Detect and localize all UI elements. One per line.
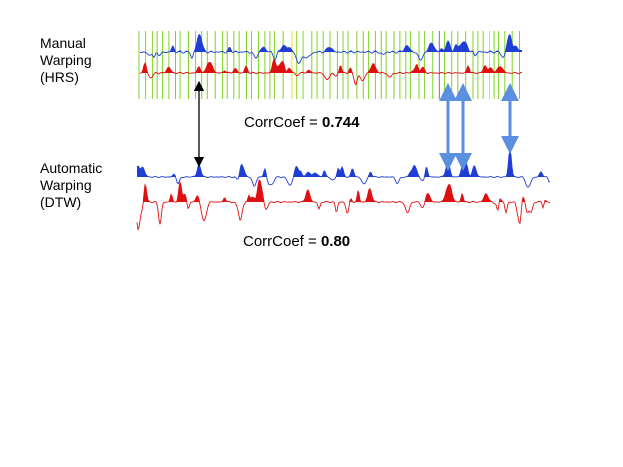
manual-warping-label: Manual Warping (HRS) — [40, 35, 92, 86]
automatic-red-trace-line — [136, 179, 550, 231]
manual-label-line-3: (HRS) — [40, 69, 79, 85]
automatic-label-line-2: Warping — [40, 177, 92, 193]
automatic-corrcoef: CorrCoef = 0.80 — [243, 233, 350, 250]
manual-label-line-2: Warping — [40, 52, 92, 68]
manual-red-signal — [139, 58, 523, 86]
automatic-corrcoef-value: 0.80 — [320, 233, 351, 250]
manual-corrcoef-prefix: CorrCoef = — [244, 114, 322, 131]
manual-red-trace-line — [139, 58, 523, 86]
automatic-corrcoef-prefix: CorrCoef = — [243, 233, 321, 250]
automatic-warping-label: Automatic Warping (DTW) — [40, 160, 102, 211]
manual-red-trace-fill — [140, 59, 522, 73]
manual-corrcoef-value: 0.744 — [321, 114, 360, 131]
manual-corrcoef: CorrCoef = 0.744 — [244, 114, 360, 131]
automatic-label-line-3: (DTW) — [40, 194, 82, 210]
automatic-label-line-1: Automatic — [40, 160, 103, 176]
manual-blue-trace-line — [139, 34, 523, 65]
manual-alignment-grid — [138, 31, 520, 99]
automatic-blue-trace-line — [136, 149, 551, 188]
manual-label-line-1: Manual — [40, 35, 86, 51]
automatic-red-signal — [136, 179, 550, 231]
blue-correspondence-arrows — [439, 83, 519, 171]
automatic-red-trace-fill — [137, 180, 550, 202]
manual-blue-signal — [139, 34, 523, 65]
